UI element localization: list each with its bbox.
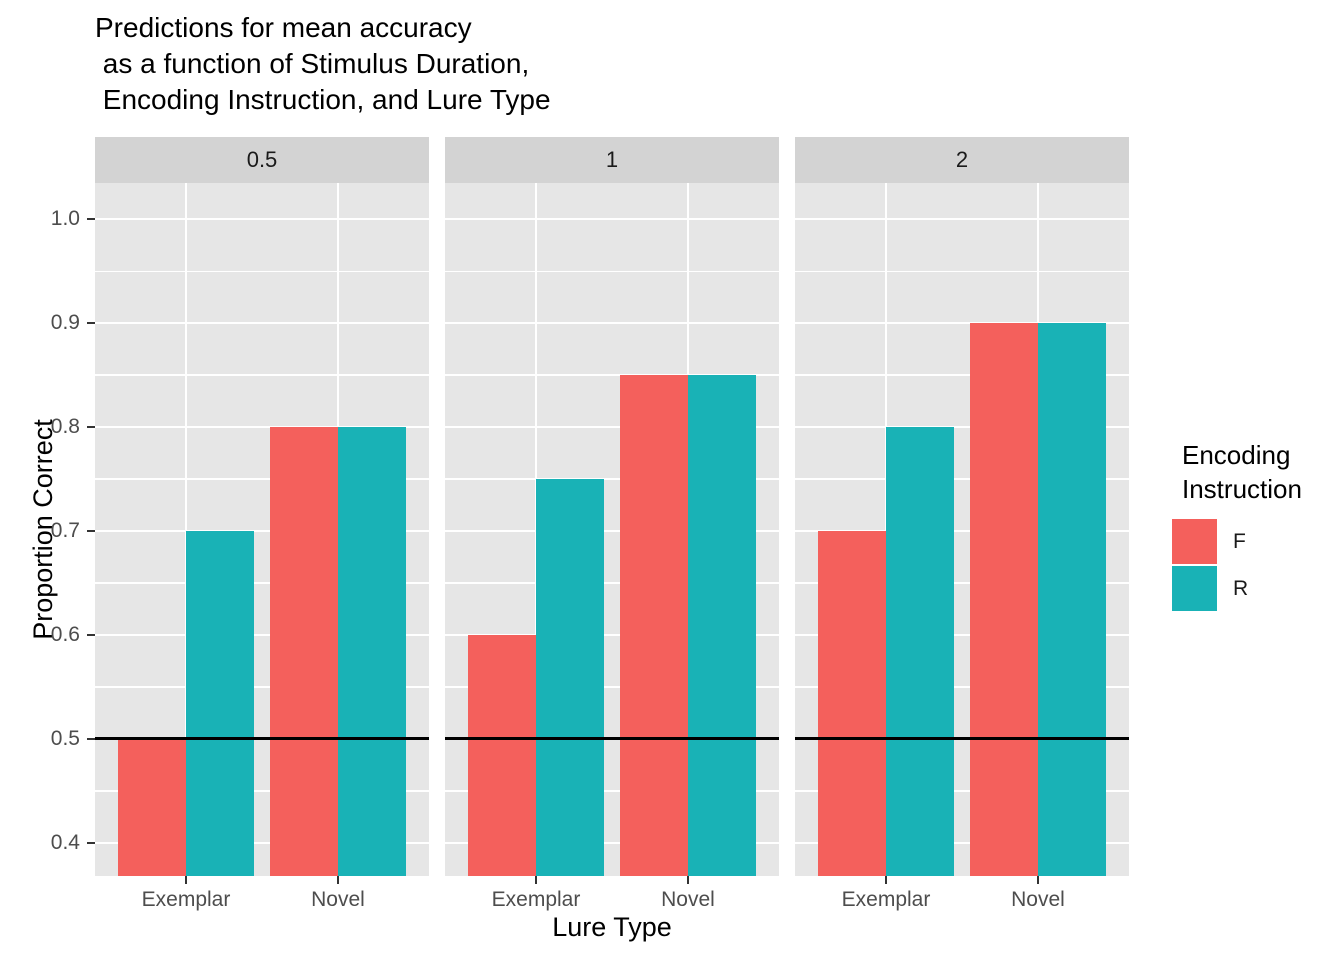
y-tick-mark xyxy=(87,737,95,740)
facet-strip-label: 1 xyxy=(605,147,619,172)
bar-exemplar-r xyxy=(886,427,954,876)
legend-label: R xyxy=(1233,576,1249,600)
major-gridline xyxy=(445,530,779,533)
major-gridline xyxy=(795,218,1129,221)
minor-gridline xyxy=(795,478,1129,480)
bar-novel-r xyxy=(1038,323,1106,876)
legend-key: R xyxy=(1172,566,1248,611)
major-gridline xyxy=(795,841,1129,844)
major-gridline xyxy=(445,841,779,844)
bar-novel-r xyxy=(338,427,406,876)
x-tick-mark xyxy=(337,876,339,884)
legend-key: F xyxy=(1172,519,1248,564)
bar-novel-r xyxy=(688,375,756,876)
vertical-gridline xyxy=(185,183,187,876)
legend-swatch-r xyxy=(1172,566,1217,611)
y-tick-mark xyxy=(87,322,95,325)
x-tick-mark xyxy=(687,876,689,884)
bar-exemplar-f xyxy=(118,738,186,876)
y-tick-mark xyxy=(87,218,95,221)
chart-title: Predictions for mean accuracy as a funct… xyxy=(95,12,551,115)
facet-strip: 2 xyxy=(795,137,1129,183)
bar-exemplar-f xyxy=(468,634,536,876)
minor-gridline xyxy=(95,686,429,688)
x-tick-label: Novel xyxy=(661,888,715,911)
minor-gridline xyxy=(445,790,779,792)
y-tick-label: 0.7 xyxy=(50,519,80,543)
y-tick-label: 0.9 xyxy=(50,311,80,335)
minor-gridline xyxy=(95,478,429,480)
major-gridline xyxy=(445,633,779,636)
facet-strip: 0.5 xyxy=(95,137,429,183)
minor-gridline xyxy=(95,270,429,273)
minor-gridline xyxy=(445,686,779,688)
y-tick-label: 0.4 xyxy=(50,830,80,854)
major-gridline xyxy=(95,633,429,636)
minor-gridline xyxy=(795,374,1129,376)
minor-gridline xyxy=(445,270,779,273)
bar-novel-f xyxy=(970,323,1038,876)
major-gridline xyxy=(795,530,1129,533)
major-gridline xyxy=(795,426,1129,429)
x-tick-mark xyxy=(185,876,187,884)
major-gridline xyxy=(95,841,429,844)
y-tick-label: 0.5 xyxy=(50,726,80,750)
minor-gridline xyxy=(795,582,1129,584)
major-gridline xyxy=(445,218,779,221)
y-tick-mark xyxy=(87,633,95,636)
legend-title: Encoding Instruction xyxy=(1182,440,1302,504)
minor-gridline xyxy=(95,790,429,792)
reference-line xyxy=(445,737,779,741)
major-gridline xyxy=(95,426,429,429)
x-tick-label: Exemplar xyxy=(491,888,581,911)
bar-novel-f xyxy=(620,375,688,876)
legend-swatch-f xyxy=(1172,519,1217,564)
x-tick-label: Exemplar xyxy=(141,888,231,911)
major-gridline xyxy=(95,530,429,533)
major-gridline xyxy=(95,218,429,221)
x-tick-label: Novel xyxy=(1011,888,1065,911)
x-tick-label: Novel xyxy=(311,888,365,911)
bar-exemplar-f xyxy=(818,531,886,876)
minor-gridline xyxy=(95,374,429,376)
reference-line xyxy=(95,737,429,741)
x-tick-mark xyxy=(1037,876,1039,884)
y-tick-mark xyxy=(87,426,95,429)
minor-gridline xyxy=(445,374,779,376)
y-tick-mark xyxy=(87,841,95,844)
minor-gridline xyxy=(795,270,1129,273)
reference-line xyxy=(795,737,1129,741)
facet-panel xyxy=(445,183,779,876)
major-gridline xyxy=(795,633,1129,636)
facet-panel xyxy=(795,183,1129,876)
minor-gridline xyxy=(95,582,429,584)
x-axis-title: Lure Type xyxy=(552,912,672,942)
bar-exemplar-r xyxy=(536,479,604,876)
facet-strip: 1 xyxy=(445,137,779,183)
facet-strip-label: 2 xyxy=(955,147,969,172)
minor-gridline xyxy=(445,582,779,584)
legend-label: F xyxy=(1233,529,1246,553)
facet-panel xyxy=(95,183,429,876)
x-tick-mark xyxy=(885,876,887,884)
major-gridline xyxy=(795,322,1129,325)
minor-gridline xyxy=(795,686,1129,688)
y-tick-label: 0.6 xyxy=(50,622,80,646)
major-gridline xyxy=(95,322,429,325)
y-tick-label: 1.0 xyxy=(50,207,80,231)
minor-gridline xyxy=(795,790,1129,792)
x-tick-label: Exemplar xyxy=(841,888,931,911)
y-tick-mark xyxy=(87,530,95,533)
bar-novel-f xyxy=(270,427,338,876)
bar-exemplar-r xyxy=(186,531,254,876)
major-gridline xyxy=(445,322,779,325)
facet-strip-label: 0.5 xyxy=(246,147,278,172)
x-tick-mark xyxy=(535,876,537,884)
minor-gridline xyxy=(445,478,779,480)
y-tick-label: 0.8 xyxy=(50,415,80,439)
major-gridline xyxy=(445,426,779,429)
